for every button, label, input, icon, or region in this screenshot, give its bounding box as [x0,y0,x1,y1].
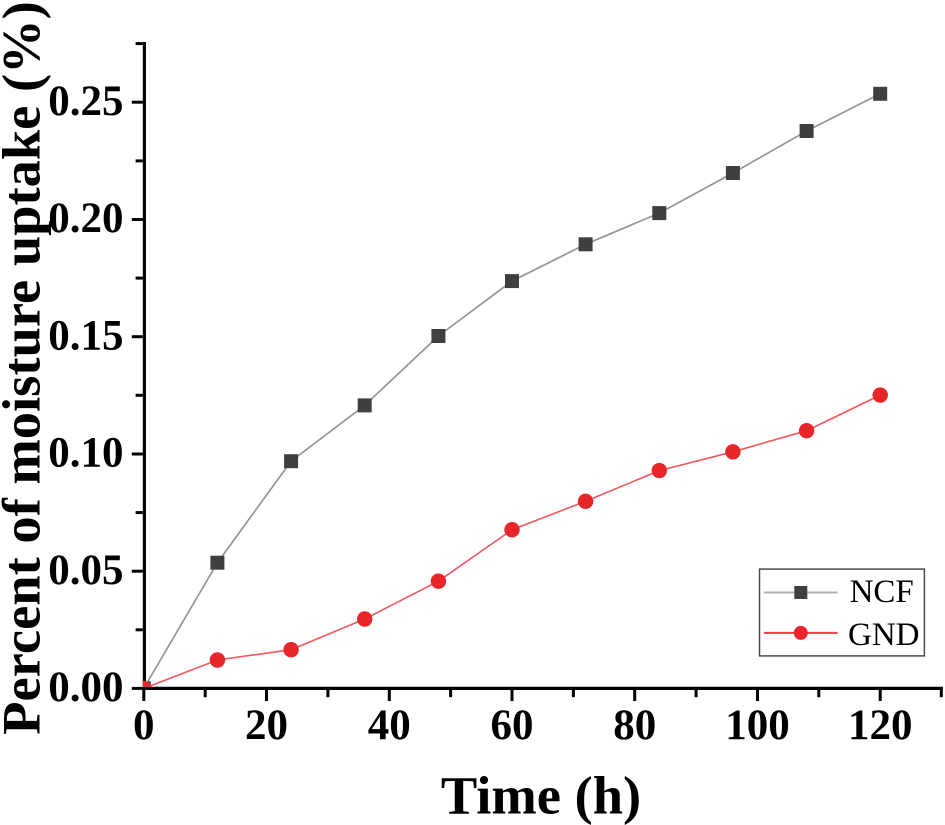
svg-text:0.25: 0.25 [48,78,123,125]
svg-text:0.00: 0.00 [48,664,123,711]
svg-text:NCF: NCF [850,574,914,610]
svg-text:0.10: 0.10 [48,430,123,477]
svg-text:40: 40 [368,702,411,749]
svg-text:Time (h): Time (h) [441,765,641,825]
svg-text:0.20: 0.20 [48,195,123,242]
svg-text:20: 20 [245,702,288,749]
svg-text:60: 60 [491,702,534,749]
svg-text:0.05: 0.05 [48,547,123,594]
svg-text:100: 100 [725,702,790,749]
svg-text:GND: GND [848,617,920,653]
svg-text:Percent of moisture uptake (%): Percent of moisture uptake (%) [0,1,52,735]
svg-text:0: 0 [133,702,155,749]
svg-text:0.15: 0.15 [48,312,123,359]
svg-text:120: 120 [848,702,913,749]
svg-text:80: 80 [613,702,656,749]
